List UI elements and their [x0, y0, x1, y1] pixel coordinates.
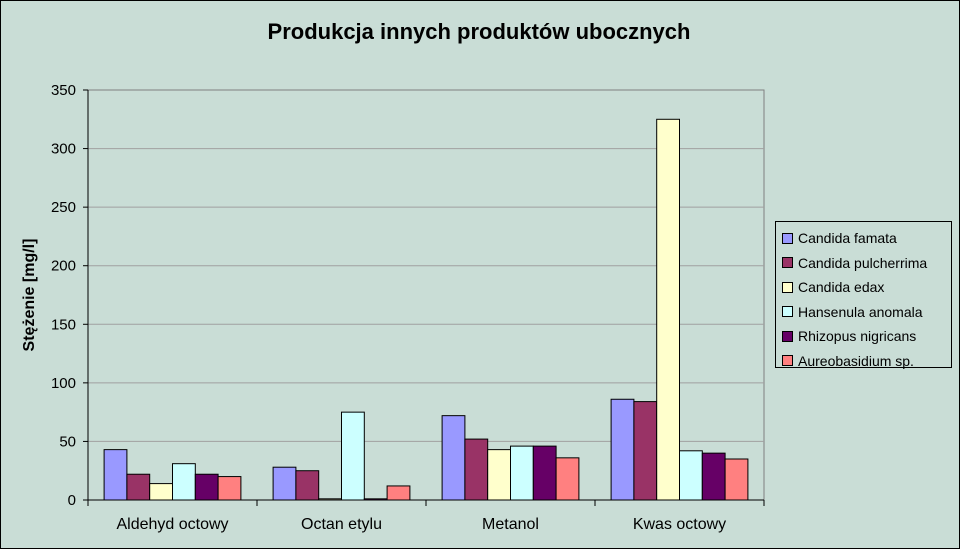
bar — [555, 457, 580, 501]
x-tick-label: Aldehyd octowy — [116, 516, 228, 533]
y-tick-label: 50 — [59, 433, 76, 450]
bar — [172, 463, 196, 501]
bar — [610, 398, 635, 501]
bar — [487, 449, 512, 501]
y-tick-label: 250 — [51, 199, 76, 216]
legend-item: Candida edax — [782, 275, 951, 300]
legend-item: Candida pulcherrima — [782, 251, 951, 276]
legend-label: Aureobasidium sp. — [798, 352, 914, 369]
bar — [341, 411, 365, 501]
legend-swatch — [782, 306, 793, 318]
bar — [679, 450, 703, 501]
bar — [103, 449, 128, 501]
bar — [633, 401, 658, 501]
chart-title: Produkcja innych produktów ubocznych — [267, 19, 691, 44]
legend-swatch — [782, 330, 793, 342]
y-tick-label: 300 — [51, 141, 76, 158]
bar — [464, 438, 489, 501]
y-tick-label: 0 — [68, 492, 76, 509]
bar — [295, 470, 320, 501]
legend-item: Rhizopus nigricans — [782, 324, 951, 349]
bars — [103, 118, 749, 501]
y-tick-label: 100 — [51, 375, 76, 392]
legend-item: Candida famata — [782, 226, 951, 251]
bar — [724, 458, 749, 501]
legend-label: Hansenula anomala — [798, 303, 923, 320]
bar — [126, 473, 151, 501]
x-axis: Aldehyd octowy Octan etylu Metanol Kwas oct… — [87, 90, 765, 533]
bar — [386, 485, 411, 501]
legend-swatch — [782, 257, 793, 269]
y-axis-ticks: 0 50 100 150 200 250 300 350 — [51, 82, 88, 509]
y-tick-label: 200 — [51, 258, 76, 275]
bar — [194, 473, 219, 501]
legend-label: Candida pulcherrima — [798, 254, 928, 271]
x-tick-label: Metanol — [482, 516, 539, 533]
bar — [217, 476, 242, 501]
legend-item: Aureobasidium sp. — [782, 349, 951, 374]
bar — [656, 118, 681, 501]
bar — [532, 445, 557, 501]
legend-label: Candida famata — [798, 230, 897, 247]
legend-swatch — [782, 281, 793, 293]
y-tick-label: 150 — [51, 316, 76, 333]
legend-label: Rhizopus nigricans — [798, 328, 917, 345]
bar — [441, 415, 466, 501]
y-tick-label: 350 — [51, 82, 76, 99]
legend-swatch — [782, 355, 793, 367]
bar — [701, 452, 726, 501]
bar — [149, 483, 173, 501]
bar — [272, 466, 297, 501]
x-tick-label: Kwas octowy — [633, 516, 726, 533]
legend-swatch — [782, 232, 793, 244]
legend-label: Candida edax — [798, 279, 885, 296]
x-tick-label: Octan etylu — [301, 516, 382, 533]
legend: Candida famata Candida pulcherrima Candida… — [775, 221, 952, 369]
legend-item: Hansenula anomala — [782, 300, 951, 325]
bar — [510, 445, 534, 501]
